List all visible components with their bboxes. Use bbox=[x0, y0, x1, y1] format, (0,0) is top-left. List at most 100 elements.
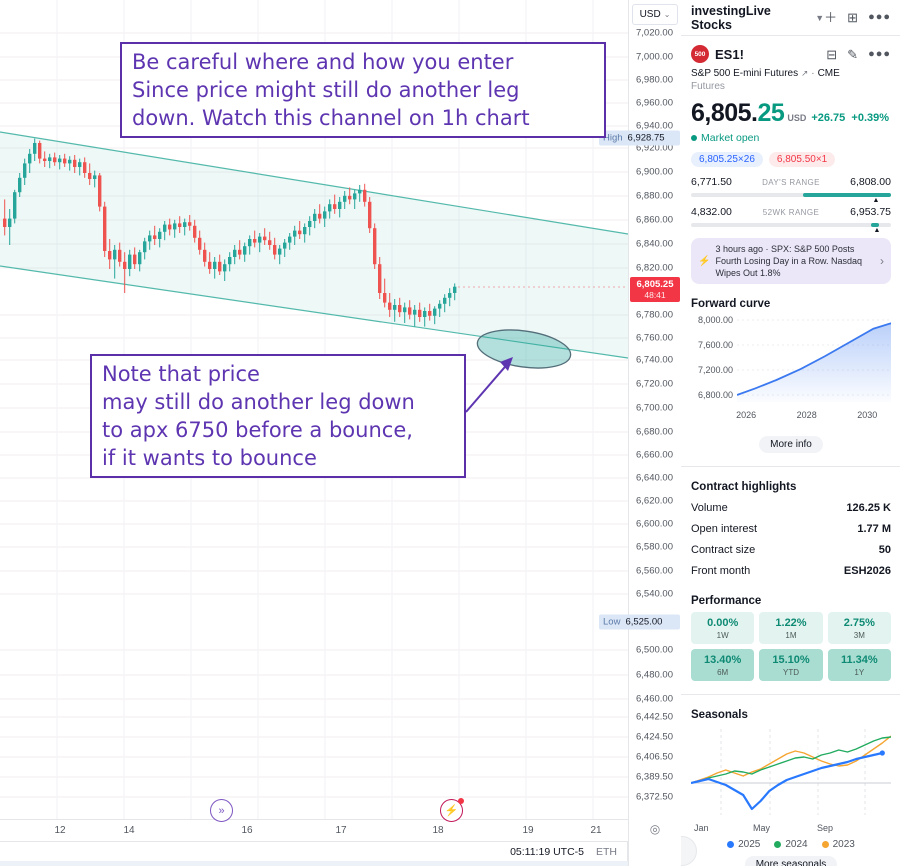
symbol-description[interactable]: S&P 500 E-mini Futures bbox=[691, 68, 799, 79]
last-price-badge: 6,805.25 48:41 bbox=[630, 277, 680, 302]
price-tick-label: 6,500.00 bbox=[636, 644, 673, 656]
ask-pill[interactable]: 6,805.50×1 bbox=[768, 152, 836, 167]
price-tick-label: 6,372.50 bbox=[636, 791, 673, 803]
currency-selector[interactable]: USD ⌄ bbox=[632, 4, 678, 25]
price-change: +26.75 +0.39% bbox=[811, 112, 890, 124]
time-tick-label: 19 bbox=[522, 825, 534, 836]
time-tick-label: 18 bbox=[432, 825, 444, 836]
replay-marker-icon[interactable]: » bbox=[210, 799, 233, 822]
time-axis[interactable]: 12 14 16 17 18 19 21 bbox=[0, 819, 680, 842]
price-tick-label: 6,920.00 bbox=[636, 142, 673, 154]
legend-dot bbox=[821, 841, 829, 849]
time-tick-label: 17 bbox=[335, 825, 347, 836]
legend-item-2023[interactable]: 2023 bbox=[821, 839, 855, 850]
exchange-name[interactable]: CME bbox=[817, 68, 840, 79]
panel-layout-icon[interactable]: ⊞ bbox=[847, 10, 859, 25]
more-options-icon[interactable]: ●●● bbox=[868, 47, 891, 60]
legend-item-2024[interactable]: 2024 bbox=[774, 839, 808, 850]
annotation-line: Since price might still do another leg bbox=[132, 78, 520, 102]
notification-dot bbox=[458, 798, 464, 804]
price-tick-label: 6,780.00 bbox=[636, 309, 673, 321]
external-link-icon[interactable]: ↗ bbox=[801, 68, 809, 78]
lightning-marker-icon[interactable]: ⚡ bbox=[440, 798, 464, 822]
session-toggle[interactable]: ETH bbox=[596, 845, 617, 858]
high-label: High bbox=[603, 132, 623, 144]
days-range-label: DAY'S RANGE bbox=[762, 177, 820, 187]
price-tick-label: 6,880.00 bbox=[636, 190, 673, 202]
news-headline-pill[interactable]: ⚡ 3 hours ago · SPX: S&P 500 Posts Fourt… bbox=[691, 238, 891, 285]
chevron-down-icon[interactable]: ▼ bbox=[815, 12, 825, 23]
edit-icon[interactable]: ✎ bbox=[847, 46, 859, 62]
forward-curve-chart: 8,000.00 7,600.00 7,200.00 6,800.00 2026 2028… bbox=[691, 314, 891, 430]
perf-cell: 0.00% 1W bbox=[691, 612, 755, 645]
price-tick-label: 6,980.00 bbox=[636, 74, 673, 86]
price-tick-label: 6,700.00 bbox=[636, 402, 673, 414]
price-tick-label: 6,840.00 bbox=[636, 238, 673, 250]
price-tick-label: 6,960.00 bbox=[636, 97, 673, 109]
price-tick-label: 6,580.00 bbox=[636, 541, 673, 553]
currency-label: USD bbox=[639, 9, 661, 20]
fc-xtick: 2028 bbox=[796, 410, 817, 421]
annotation-line: down. Watch this channel on 1h chart bbox=[132, 106, 530, 130]
range-marker: ▲ bbox=[872, 197, 880, 204]
symbol-name[interactable]: ES1! bbox=[715, 46, 744, 62]
legend-dot bbox=[727, 841, 735, 849]
price-tick-label: 6,720.00 bbox=[636, 378, 673, 390]
contract-highlights-heading: Contract highlights bbox=[691, 481, 797, 494]
main-chart-pane[interactable]: Be careful where and how you enter Since… bbox=[0, 0, 628, 822]
days-range-block: 6,771.50 DAY'S RANGE 6,808.00 ▲ bbox=[681, 167, 900, 204]
add-symbol-icon[interactable]: ＋ bbox=[824, 10, 838, 25]
annotation-line: Note that price bbox=[102, 362, 260, 386]
bid-pill[interactable]: 6,805.25×26 bbox=[691, 152, 763, 167]
clock: 05:11:19 UTC-5 bbox=[510, 845, 584, 858]
time-tick-label: 21 bbox=[590, 825, 602, 836]
candlestick-chart[interactable] bbox=[0, 0, 628, 820]
annotation-box-note[interactable]: Note that price may still do another leg… bbox=[90, 354, 466, 478]
axis-settings-icon[interactable]: ◎ bbox=[649, 822, 661, 836]
wk52-high: 6,953.75 bbox=[850, 206, 891, 218]
session-high-chip: High 6,928.75 bbox=[599, 130, 680, 146]
price-axis[interactable]: USD ⌄ 7,020.00 7,000.00 6,980.00 6,960.00 6,… bbox=[599, 0, 681, 866]
day-high: 6,808.00 bbox=[850, 176, 891, 188]
symbol-row: 500 ES1! ⊟ ✎ ●●● bbox=[681, 36, 900, 63]
price-tick-label: 6,820.00 bbox=[636, 262, 673, 274]
perf-cell: 11.34% 1Y bbox=[827, 649, 891, 682]
market-open-dot bbox=[691, 135, 697, 141]
contract-row: Volume 126.25 K bbox=[691, 501, 891, 514]
apps-grid-icon[interactable]: ⊟ bbox=[826, 46, 838, 62]
time-tick-label: 12 bbox=[54, 825, 66, 836]
seasonals-xtick: Jan bbox=[694, 823, 709, 834]
chevron-right-icon: › bbox=[880, 254, 884, 269]
instrument-type: Futures bbox=[691, 81, 725, 92]
seasonals-chart: Jan May Sep bbox=[691, 725, 891, 837]
performance-grid: 0.00% 1W 1.22% 1M 2.75% 3M 13.40% 6M 15.10% Y… bbox=[691, 612, 891, 682]
contract-row: Open interest 1.77 M bbox=[691, 522, 891, 535]
legend-item-2025[interactable]: 2025 bbox=[727, 839, 760, 850]
low-value: 6,525.00 bbox=[625, 616, 663, 628]
price-tick-label: 6,740.00 bbox=[636, 354, 673, 366]
annotation-box-top[interactable]: Be careful where and how you enter Since… bbox=[120, 42, 606, 138]
performance-heading: Performance bbox=[691, 595, 762, 608]
fc-ytick: 7,200.00 bbox=[697, 365, 733, 376]
price-tick-label: 7,020.00 bbox=[636, 27, 673, 39]
fc-ytick: 6,800.00 bbox=[697, 390, 733, 401]
perf-cell: 13.40% 6M bbox=[691, 649, 755, 682]
chart-status-bar: 05:11:19 UTC-5 ETH B-ADJ bbox=[0, 841, 680, 861]
last-price-large: 6,805.25 bbox=[691, 99, 785, 127]
last-price: 6,805.25 bbox=[636, 279, 674, 290]
price-tick-label: 6,600.00 bbox=[636, 518, 673, 530]
annotation-line: if it wants to bounce bbox=[102, 446, 317, 470]
more-seasonals-button[interactable]: More seasonals bbox=[744, 856, 838, 866]
more-info-button[interactable]: More info bbox=[759, 436, 823, 454]
more-options-icon[interactable]: ●●● bbox=[868, 11, 891, 23]
wk52-range-bar: ▲ bbox=[691, 223, 891, 234]
legend-dot bbox=[774, 841, 782, 849]
fc-ytick: 7,600.00 bbox=[697, 340, 733, 351]
time-tick-label: 14 bbox=[123, 825, 135, 836]
price-tick-label: 6,860.00 bbox=[636, 214, 673, 226]
perf-cell: 1.22% 1M bbox=[759, 612, 823, 645]
price-tick-label: 6,406.50 bbox=[636, 751, 673, 763]
fc-ytick: 8,000.00 bbox=[697, 315, 733, 326]
panel-title[interactable]: investingLive Stocks bbox=[691, 3, 771, 32]
